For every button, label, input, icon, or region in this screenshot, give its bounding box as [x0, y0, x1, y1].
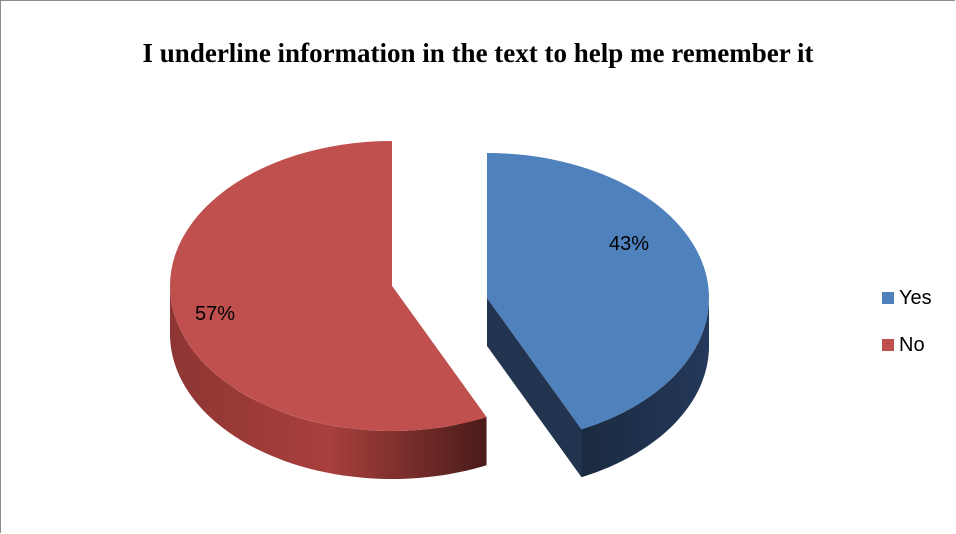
pie-side-yes	[581, 298, 709, 478]
legend: Yes No	[882, 284, 932, 378]
pie-slice-yes	[487, 153, 709, 430]
pie-side-no	[170, 286, 487, 479]
pie-wall-yes	[487, 298, 582, 478]
legend-label-no: No	[899, 333, 925, 356]
legend-label-yes: Yes	[899, 286, 932, 309]
legend-item-yes: Yes	[882, 284, 932, 312]
legend-swatch-yes	[882, 292, 894, 304]
chart-title: I underline information in the text to h…	[142, 38, 814, 68]
legend-item-no: No	[882, 331, 932, 359]
data-label-yes: 43%	[609, 233, 649, 255]
pie-slice-no	[170, 141, 487, 431]
legend-swatch-no	[882, 339, 894, 351]
data-label-no: 57%	[195, 303, 235, 325]
